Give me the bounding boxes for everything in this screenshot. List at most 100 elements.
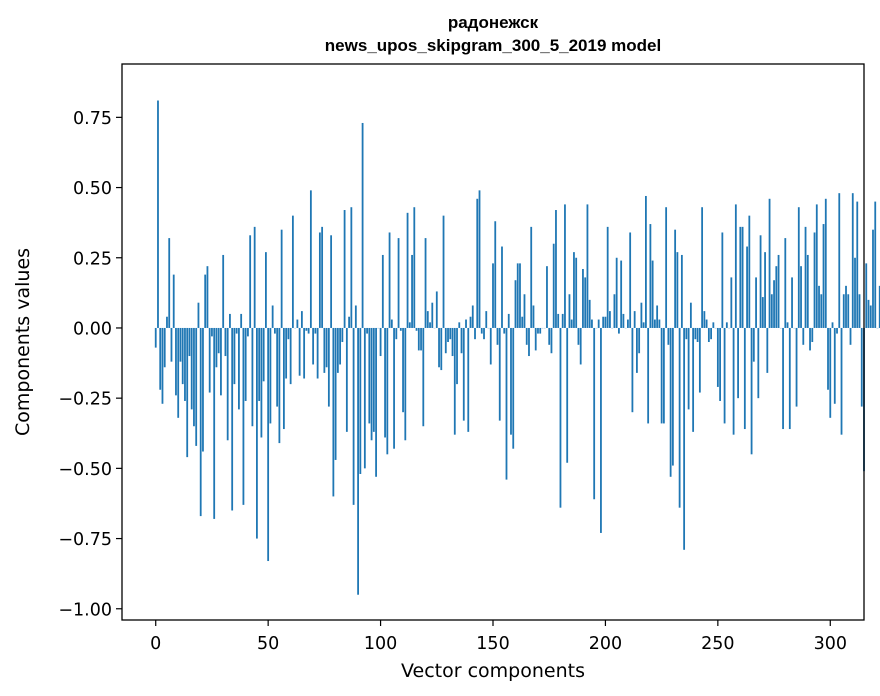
bar	[694, 327, 697, 340]
bar	[265, 252, 267, 328]
bar	[386, 327, 389, 455]
bar	[498, 327, 501, 421]
bar	[285, 327, 288, 379]
bar	[755, 277, 757, 328]
bar	[341, 327, 344, 342]
bar	[462, 327, 465, 421]
bar	[642, 322, 645, 328]
bar	[822, 224, 825, 328]
bar	[743, 327, 746, 430]
bar	[505, 327, 508, 480]
bar	[856, 201, 859, 328]
bar	[804, 226, 807, 328]
bar	[424, 238, 427, 328]
bar	[838, 193, 841, 328]
bar	[649, 224, 652, 328]
bar	[343, 210, 346, 328]
bar	[854, 257, 856, 328]
bar	[258, 327, 261, 401]
bar	[660, 327, 663, 424]
bar	[422, 327, 425, 427]
bar-series	[154, 100, 880, 595]
x-axis-label: Vector components	[401, 660, 585, 682]
bar	[408, 322, 411, 328]
bar	[456, 327, 458, 385]
bar	[584, 277, 587, 328]
bar	[336, 327, 339, 373]
bar	[269, 327, 272, 424]
bar	[716, 327, 719, 387]
bar	[318, 232, 321, 328]
y-tick-label: 0.00	[73, 319, 112, 339]
y-axis-ticks: −1.00 −0.75 −0.50 −0.25 0.00 0.25 0.50 0.75	[58, 109, 122, 620]
bar	[516, 263, 519, 328]
bar	[321, 226, 324, 328]
bar	[469, 316, 472, 328]
bar	[249, 235, 252, 328]
bar	[188, 327, 191, 357]
bar	[674, 229, 677, 328]
bar	[597, 319, 600, 328]
bar	[827, 327, 829, 390]
bar	[777, 254, 780, 328]
bar	[429, 322, 431, 328]
bar	[730, 277, 733, 328]
bar	[865, 263, 868, 328]
bar	[662, 327, 665, 424]
bar	[262, 327, 265, 382]
bar	[818, 285, 820, 328]
bar	[510, 327, 512, 435]
bar	[395, 327, 398, 340]
bar	[413, 207, 416, 328]
bar	[869, 305, 872, 328]
bar	[523, 294, 526, 328]
bar	[874, 201, 877, 328]
bar	[276, 327, 279, 407]
y-tick-label: 0.25	[73, 249, 112, 269]
bar	[267, 327, 270, 562]
bar	[489, 327, 492, 365]
bar	[309, 190, 312, 328]
bar	[397, 238, 400, 328]
bar	[809, 327, 811, 351]
bar	[833, 327, 836, 404]
bar	[813, 232, 816, 328]
bar	[193, 327, 195, 427]
bar	[768, 198, 771, 328]
bar	[242, 327, 245, 505]
bar	[872, 229, 874, 328]
bar	[235, 327, 238, 334]
bar	[222, 254, 225, 328]
bar	[186, 327, 189, 458]
bar	[204, 274, 207, 328]
bar	[208, 327, 211, 393]
x-tick-label: 200	[589, 634, 622, 654]
bar	[494, 221, 497, 328]
bar	[698, 327, 701, 393]
bar	[199, 327, 202, 517]
bar	[591, 319, 593, 328]
bar	[327, 327, 330, 407]
bar	[197, 302, 200, 328]
bar	[707, 327, 710, 342]
bar	[667, 327, 670, 345]
bar	[723, 327, 726, 424]
bar	[638, 327, 641, 354]
bar	[330, 235, 333, 328]
bar	[363, 327, 366, 469]
y-tick-label: −0.75	[58, 530, 112, 550]
bar	[701, 207, 704, 328]
bar	[247, 327, 249, 337]
bar	[485, 311, 488, 328]
y-axis-label: Components values	[12, 248, 34, 436]
bar	[332, 327, 335, 497]
bar	[503, 327, 506, 334]
bar	[557, 313, 560, 328]
bar	[732, 327, 735, 435]
bar	[181, 327, 184, 385]
bar	[300, 311, 303, 328]
bar	[712, 322, 715, 328]
bar	[552, 243, 555, 328]
bar	[372, 327, 375, 432]
bar	[525, 327, 528, 345]
